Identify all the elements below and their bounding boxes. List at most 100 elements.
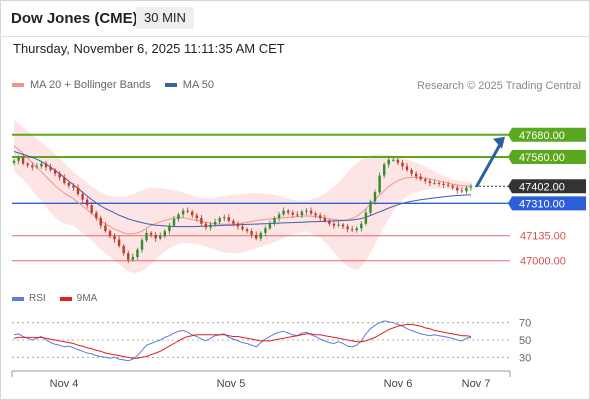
- candle-body: [355, 228, 358, 231]
- legend-item-rsi: RSI: [12, 293, 46, 304]
- instrument-title: Dow Jones (CME): [11, 10, 138, 27]
- candle-body: [332, 223, 336, 226]
- candle-body: [451, 185, 454, 188]
- candle-body: [447, 184, 450, 186]
- candle-body: [104, 225, 107, 232]
- legend-item-ma50: MA 50: [164, 79, 214, 91]
- candle-body: [410, 170, 413, 174]
- candle-body: [58, 173, 61, 178]
- candle-body: [44, 163, 48, 168]
- candle-body: [442, 183, 445, 185]
- candle-body: [136, 249, 139, 257]
- candle-body: [373, 192, 377, 202]
- candle-body: [456, 187, 459, 191]
- candle-body: [337, 224, 340, 226]
- level-tag-resistance: [508, 150, 586, 165]
- candle-body: [364, 212, 368, 224]
- candle-body: [72, 185, 75, 188]
- candle-body: [67, 182, 70, 186]
- candle-body: [396, 159, 400, 163]
- candle-body: [40, 163, 43, 167]
- level-label-current: 47402.00: [519, 181, 565, 193]
- candle-body: [95, 212, 98, 219]
- x-tick-label: Nov 6: [384, 378, 413, 390]
- candle-body: [76, 187, 80, 195]
- candle-body: [163, 231, 166, 236]
- candle-body: [21, 158, 25, 164]
- candle-body: [465, 187, 468, 192]
- candle-body: [159, 235, 162, 239]
- candle-body: [300, 211, 304, 216]
- rsi-tick-label: 70: [519, 318, 531, 330]
- candle-body: [181, 210, 185, 215]
- candle-body: [387, 159, 390, 165]
- level-label-resistance: 47680.00: [519, 130, 565, 142]
- candle-body: [117, 239, 121, 246]
- candle-body: [328, 220, 331, 224]
- rsi-tick-label: 50: [519, 335, 531, 347]
- candle-body: [218, 218, 221, 222]
- legend-label-9ma: 9MA: [76, 293, 98, 304]
- legend-swatch-ma50: [164, 83, 177, 87]
- candle-body: [204, 223, 208, 228]
- candle-body: [131, 257, 134, 260]
- candle-body: [360, 223, 363, 229]
- candle-body: [277, 214, 281, 219]
- candle-body: [127, 253, 130, 260]
- candle-body: [415, 173, 418, 177]
- level-tag-resistance: [508, 127, 586, 142]
- forecast-arrow: [475, 141, 503, 188]
- candle-body: [17, 158, 20, 161]
- candle-body: [223, 217, 226, 219]
- candle-body: [168, 225, 171, 232]
- candle-body: [378, 175, 381, 193]
- rsi-tick-label: 30: [519, 352, 531, 364]
- candle-body: [323, 218, 326, 221]
- candle-body: [437, 182, 441, 184]
- level-label-support: 47135.00: [520, 231, 566, 243]
- candle-body: [291, 212, 294, 215]
- candle-body: [236, 223, 240, 227]
- candle-body: [255, 234, 258, 239]
- legend-swatch-rsi: [12, 296, 24, 301]
- candle-body: [392, 159, 395, 161]
- x-tick-label: Nov 7: [462, 378, 491, 390]
- candle-body: [273, 218, 276, 224]
- candle-body: [145, 232, 148, 241]
- candle-body: [264, 228, 267, 233]
- legend-swatch-ma20: [12, 83, 24, 87]
- level-label-pivot: 47310.00: [519, 198, 565, 210]
- candle-body: [314, 213, 317, 216]
- candle-body: [35, 166, 38, 168]
- candle-body: [232, 220, 235, 224]
- legend-swatch-9ma: [59, 296, 72, 301]
- candle-body: [419, 176, 422, 180]
- header-divider: [0, 36, 590, 37]
- timeframe-badge[interactable]: 30 MIN: [136, 7, 194, 29]
- price-legend: MA 20 + Bollinger Bands MA 50: [12, 79, 228, 91]
- candle-body: [309, 210, 313, 214]
- bollinger-band: [14, 120, 471, 273]
- candle-body: [213, 221, 217, 225]
- legend-item-9ma: 9MA: [59, 293, 98, 304]
- candle-body: [287, 210, 290, 213]
- candle-body: [460, 190, 464, 192]
- candle-body: [341, 224, 345, 227]
- candle-body: [241, 226, 244, 230]
- level-tag-pivot: [508, 196, 586, 211]
- candle-body: [12, 160, 16, 163]
- level-label-support: 47000.00: [520, 256, 566, 268]
- candle-body: [405, 166, 409, 170]
- candle-body: [85, 199, 89, 206]
- candle-body: [424, 179, 427, 182]
- candle-body: [469, 186, 473, 188]
- legend-label-ma20: MA 20 + Bollinger Bands: [30, 79, 151, 91]
- candle-body: [53, 170, 57, 174]
- candle-body: [172, 219, 176, 226]
- rsi-9ma-line: [13, 323, 472, 359]
- candle-body: [195, 215, 198, 219]
- candle-body: [31, 165, 34, 168]
- candle-body: [433, 182, 436, 184]
- candle-body: [319, 215, 322, 219]
